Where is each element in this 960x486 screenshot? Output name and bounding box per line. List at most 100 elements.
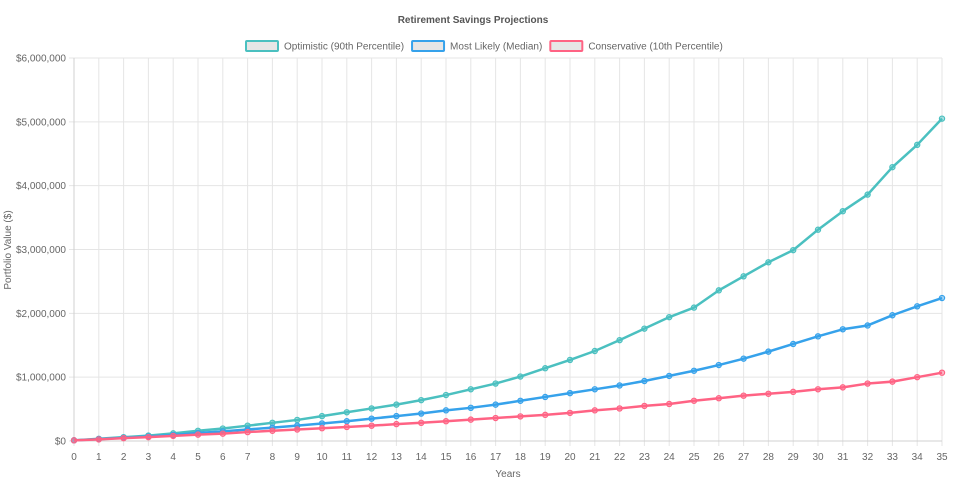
data-point[interactable] <box>194 431 202 438</box>
data-point[interactable] <box>765 390 772 397</box>
data-point[interactable] <box>690 304 698 311</box>
legend-item[interactable]: Most Likely (Median) <box>411 40 542 53</box>
legend-label: Conservative (10th Percentile) <box>588 42 723 53</box>
legend-item[interactable]: Optimistic (90th Percentile) <box>245 40 404 53</box>
data-point[interactable] <box>418 396 425 404</box>
data-point[interactable] <box>566 389 574 397</box>
data-point[interactable] <box>467 404 474 412</box>
data-point[interactable] <box>690 397 698 404</box>
data-point[interactable] <box>938 369 946 376</box>
data-point[interactable] <box>790 388 797 396</box>
x-tick-label: 18 <box>515 452 527 463</box>
x-tick-label: 4 <box>170 452 176 463</box>
legend-item[interactable]: Conservative (10th Percentile) <box>549 40 723 53</box>
x-tick-label: 34 <box>912 452 924 463</box>
data-point[interactable] <box>839 384 847 391</box>
data-point[interactable] <box>715 361 723 369</box>
data-point[interactable] <box>442 407 450 414</box>
data-point[interactable] <box>690 367 698 374</box>
data-point[interactable] <box>343 418 350 425</box>
data-point[interactable] <box>517 397 524 404</box>
data-point[interactable] <box>666 313 673 321</box>
data-point[interactable] <box>492 380 499 387</box>
data-point[interactable] <box>120 434 127 442</box>
data-point[interactable] <box>715 395 723 402</box>
data-point[interactable] <box>814 386 822 393</box>
x-tick-label: 10 <box>316 452 328 463</box>
data-point[interactable] <box>467 386 474 393</box>
data-point[interactable] <box>666 400 673 408</box>
data-point[interactable] <box>914 141 921 149</box>
data-point[interactable] <box>864 380 871 387</box>
data-point[interactable] <box>517 413 524 420</box>
data-point[interactable] <box>467 416 474 423</box>
data-point[interactable] <box>343 409 350 416</box>
data-point[interactable] <box>616 405 623 412</box>
data-point[interactable] <box>864 191 871 198</box>
data-point[interactable] <box>566 409 574 417</box>
data-point[interactable] <box>393 412 400 420</box>
data-point[interactable] <box>219 430 226 437</box>
data-point[interactable] <box>492 414 499 422</box>
data-point[interactable] <box>591 407 599 414</box>
data-point[interactable] <box>616 382 623 389</box>
data-point[interactable] <box>616 336 623 344</box>
data-point[interactable] <box>542 365 549 372</box>
y-axis-label: Portfolio Value ($) <box>3 210 14 289</box>
data-point[interactable] <box>517 373 524 380</box>
data-point[interactable] <box>368 422 375 429</box>
data-point[interactable] <box>914 303 921 310</box>
data-point[interactable] <box>641 325 648 332</box>
data-point[interactable] <box>889 163 896 171</box>
data-point[interactable] <box>95 436 103 443</box>
data-point[interactable] <box>542 393 549 401</box>
data-point[interactable] <box>269 427 276 434</box>
data-point[interactable] <box>442 418 450 425</box>
data-point[interactable] <box>244 428 251 436</box>
data-point[interactable] <box>343 423 350 431</box>
data-point[interactable] <box>566 356 574 364</box>
data-point[interactable] <box>938 294 946 302</box>
data-point[interactable] <box>169 432 177 440</box>
data-point[interactable] <box>294 426 301 433</box>
x-tick-label: 9 <box>294 452 300 463</box>
data-point[interactable] <box>740 273 747 280</box>
data-point[interactable] <box>839 326 847 333</box>
data-point[interactable] <box>914 373 921 381</box>
data-point[interactable] <box>814 333 822 340</box>
data-point[interactable] <box>715 287 723 294</box>
series-line <box>73 296 943 442</box>
data-point[interactable] <box>591 347 599 355</box>
data-point[interactable] <box>740 392 747 399</box>
data-point[interactable] <box>418 419 425 427</box>
data-point[interactable] <box>145 433 152 441</box>
data-point[interactable] <box>318 425 326 432</box>
data-point[interactable] <box>814 226 822 233</box>
x-tick-label: 20 <box>564 452 576 463</box>
data-point[interactable] <box>889 312 896 319</box>
data-point[interactable] <box>790 340 797 348</box>
data-point[interactable] <box>294 416 301 424</box>
data-point[interactable] <box>938 115 946 122</box>
data-point[interactable] <box>442 391 450 399</box>
data-point[interactable] <box>889 378 896 385</box>
data-point[interactable] <box>418 410 425 417</box>
data-point[interactable] <box>666 372 673 380</box>
data-point[interactable] <box>318 412 326 420</box>
data-point[interactable] <box>790 246 797 254</box>
data-point[interactable] <box>740 355 747 362</box>
data-point[interactable] <box>641 377 648 385</box>
data-point[interactable] <box>368 415 375 422</box>
data-point[interactable] <box>641 402 648 410</box>
data-point[interactable] <box>393 401 400 408</box>
data-point[interactable] <box>591 386 599 393</box>
data-point[interactable] <box>765 348 772 355</box>
data-point[interactable] <box>542 411 549 419</box>
data-point[interactable] <box>393 420 400 428</box>
data-point[interactable] <box>839 207 847 215</box>
data-point[interactable] <box>765 259 772 266</box>
data-point[interactable] <box>70 437 78 444</box>
data-point[interactable] <box>492 401 499 408</box>
data-point[interactable] <box>864 322 871 329</box>
data-point[interactable] <box>368 405 375 412</box>
